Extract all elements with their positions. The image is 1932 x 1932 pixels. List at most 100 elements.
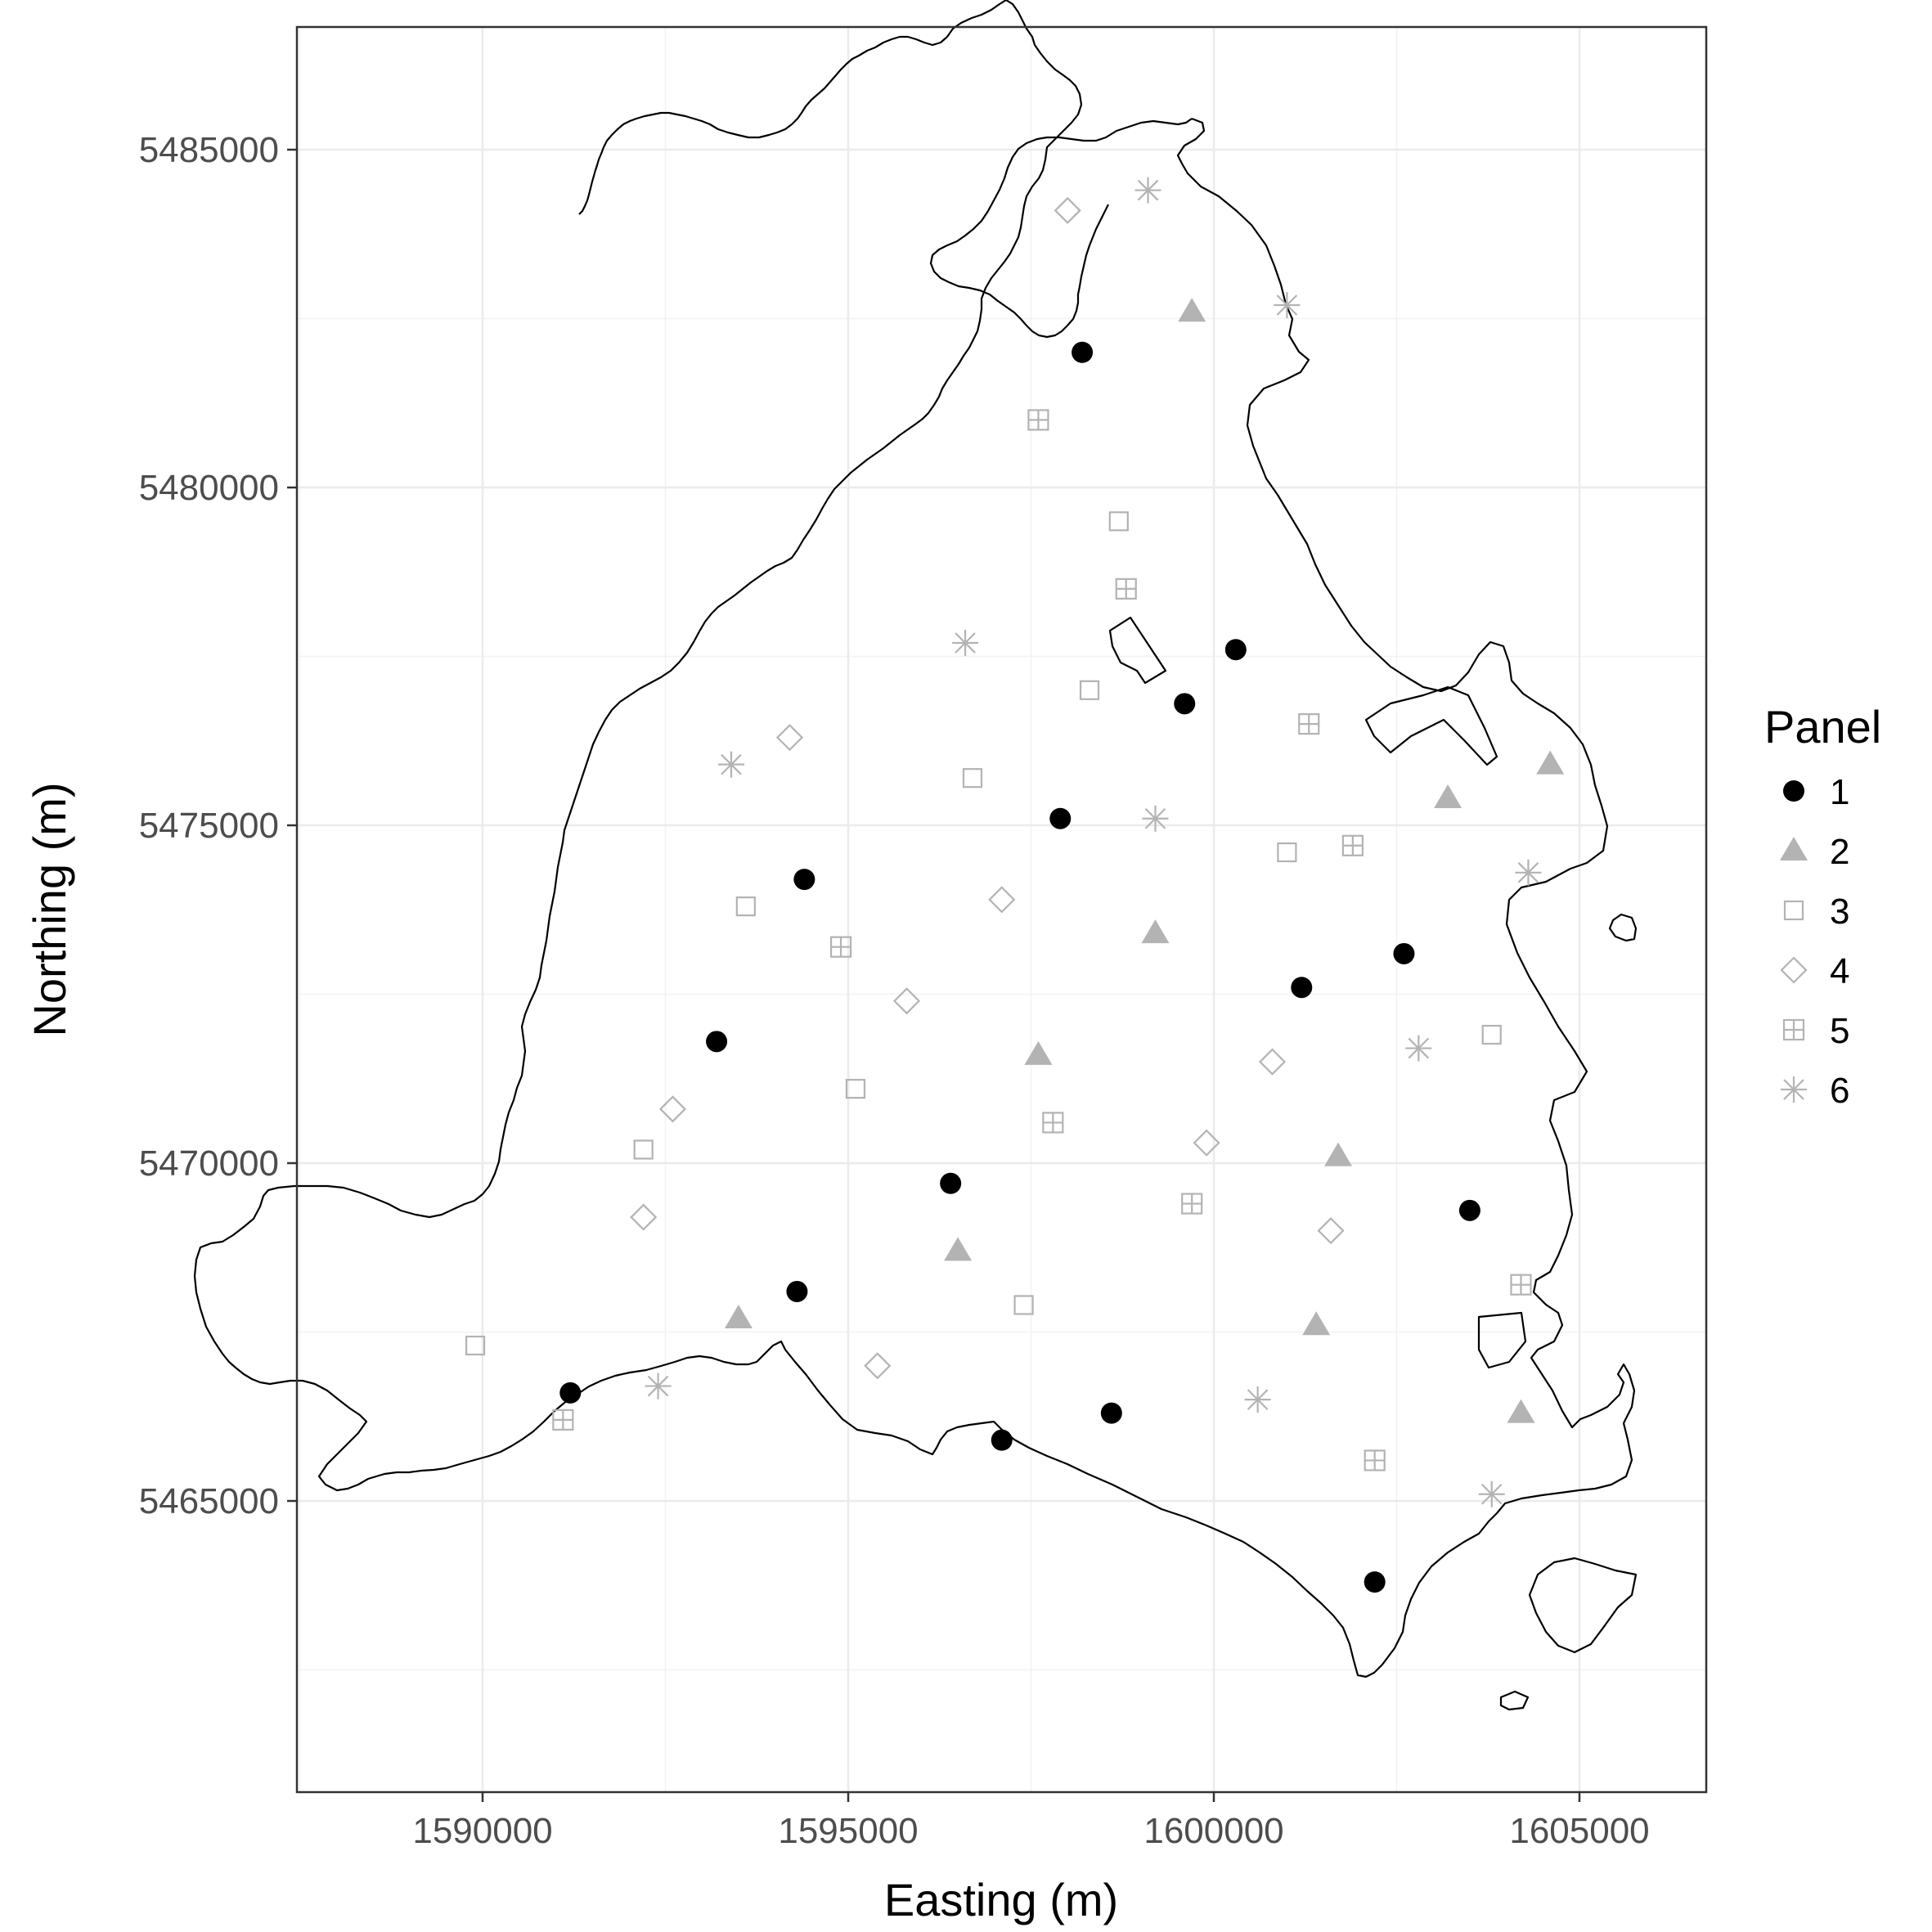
point-panel-1 <box>1174 693 1196 715</box>
point-panel-2 <box>724 1304 753 1328</box>
point-panel-6 <box>1405 1035 1432 1062</box>
east-islet-outline <box>1608 913 1638 942</box>
series-panel-4 <box>630 196 1345 1380</box>
x-tick-label: 1590000 <box>412 1811 552 1851</box>
point-panel-4 <box>630 1203 658 1231</box>
point-panel-2 <box>1178 298 1206 322</box>
point-panel-6 <box>1274 291 1301 318</box>
point-panel-1 <box>1291 977 1313 999</box>
y-tick-label: 5470000 <box>139 1143 279 1184</box>
point-panel-3 <box>633 1139 654 1160</box>
legend-key-3 <box>1783 900 1804 921</box>
main-landmass-outline <box>193 0 1636 1678</box>
point-panel-1 <box>1224 639 1247 661</box>
point-panel-5 <box>1181 1193 1203 1215</box>
point-panel-4 <box>1193 1129 1220 1157</box>
point-panel-4 <box>988 886 1016 914</box>
point-panel-1 <box>1072 341 1094 363</box>
point-panel-2 <box>1323 1142 1352 1166</box>
point-panel-1 <box>1364 1571 1386 1593</box>
point-panel-2 <box>944 1237 973 1261</box>
y-tick-label: 5485000 <box>139 130 279 170</box>
legend-label-5: 5 <box>1830 1011 1849 1051</box>
point-panel-5 <box>1298 712 1320 735</box>
legend-title: Panel <box>1764 701 1881 753</box>
point-panel-6 <box>1134 177 1161 204</box>
series-panel-5 <box>552 409 1532 1471</box>
point-panel-6 <box>1515 859 1542 886</box>
point-panel-1 <box>559 1382 582 1404</box>
point-panel-4 <box>658 1095 686 1123</box>
legend-key-1 <box>1783 780 1804 802</box>
point-panel-6 <box>1244 1386 1271 1413</box>
x-tick-label: 1605000 <box>1509 1811 1649 1851</box>
point-panel-3 <box>465 1335 486 1356</box>
point-panel-2 <box>1024 1040 1053 1065</box>
legend-key-6 <box>1781 1076 1807 1103</box>
point-panel-3 <box>735 896 756 917</box>
point-panel-1 <box>991 1429 1013 1451</box>
coastal-lagoon-outline <box>1477 1311 1527 1369</box>
point-panel-3 <box>1013 1295 1034 1315</box>
sample-points <box>465 177 1565 1593</box>
northern-peninsula-outline <box>929 118 1193 339</box>
point-panel-6 <box>645 1373 672 1400</box>
x-tick-label: 1600000 <box>1143 1811 1283 1851</box>
legend: Panel 1 2 3 4 5 6 <box>1764 701 1881 1111</box>
legend-label-4: 4 <box>1830 951 1849 991</box>
point-panel-6 <box>717 751 744 778</box>
legend-key-4 <box>1780 956 1808 984</box>
point-panel-3 <box>1481 1024 1502 1045</box>
point-panel-6 <box>1142 805 1169 832</box>
y-axis-title: Northing (m) <box>24 782 75 1036</box>
point-panel-6 <box>952 629 979 656</box>
legend-label-3: 3 <box>1830 892 1849 932</box>
legend-label-6: 6 <box>1830 1071 1849 1111</box>
point-panel-1 <box>1458 1199 1480 1221</box>
point-panel-3 <box>845 1079 866 1099</box>
plot-panel <box>297 27 1706 1792</box>
south-east-island-outline <box>1528 1557 1638 1654</box>
point-panel-3 <box>1108 511 1129 532</box>
legend-label-2: 2 <box>1830 832 1849 872</box>
point-panel-1 <box>793 869 815 891</box>
point-panel-5 <box>1027 409 1049 431</box>
x-axis: 1590000 1595000 1600000 1605000 <box>412 1792 1650 1851</box>
point-panel-1 <box>1049 807 1072 829</box>
x-axis-title: Easting (m) <box>884 1874 1118 1925</box>
y-axis: 5465000 5470000 5475000 5480000 5485000 <box>139 130 297 1521</box>
point-panel-5 <box>1042 1112 1064 1134</box>
series-panel-3 <box>465 511 1502 1356</box>
point-panel-2 <box>1302 1311 1331 1336</box>
point-panel-1 <box>1100 1402 1122 1424</box>
point-panel-4 <box>1258 1048 1287 1076</box>
point-panel-2 <box>1507 1399 1535 1423</box>
point-panel-2 <box>1434 784 1462 808</box>
point-panel-5 <box>1364 1449 1386 1471</box>
point-panel-4 <box>1054 196 1081 224</box>
y-tick-label: 5480000 <box>139 468 279 508</box>
minor-gridlines <box>297 27 1706 1792</box>
point-panel-5 <box>1510 1274 1532 1296</box>
series-panel-1 <box>559 341 1480 1593</box>
x-tick-label: 1595000 <box>778 1811 918 1851</box>
plot-border <box>295 25 1708 1794</box>
series-panel-6 <box>645 177 1542 1507</box>
point-panel-4 <box>864 1352 892 1380</box>
harbour-inlet-outline <box>1364 685 1498 766</box>
point-panel-1 <box>786 1280 808 1302</box>
legend-label-1: 1 <box>1830 772 1849 812</box>
point-panel-3 <box>1079 680 1100 700</box>
y-tick-label: 5475000 <box>139 806 279 846</box>
point-panel-2 <box>1536 750 1565 775</box>
point-panel-5 <box>1115 577 1137 600</box>
point-panel-5 <box>552 1409 574 1431</box>
major-gridlines <box>297 27 1706 1792</box>
point-panel-4 <box>775 724 804 752</box>
legend-key-5 <box>1782 1018 1805 1041</box>
point-panel-5 <box>829 936 852 958</box>
legend-key-2 <box>1780 837 1808 860</box>
series-panel-2 <box>724 298 1565 1423</box>
point-panel-1 <box>940 1172 962 1194</box>
